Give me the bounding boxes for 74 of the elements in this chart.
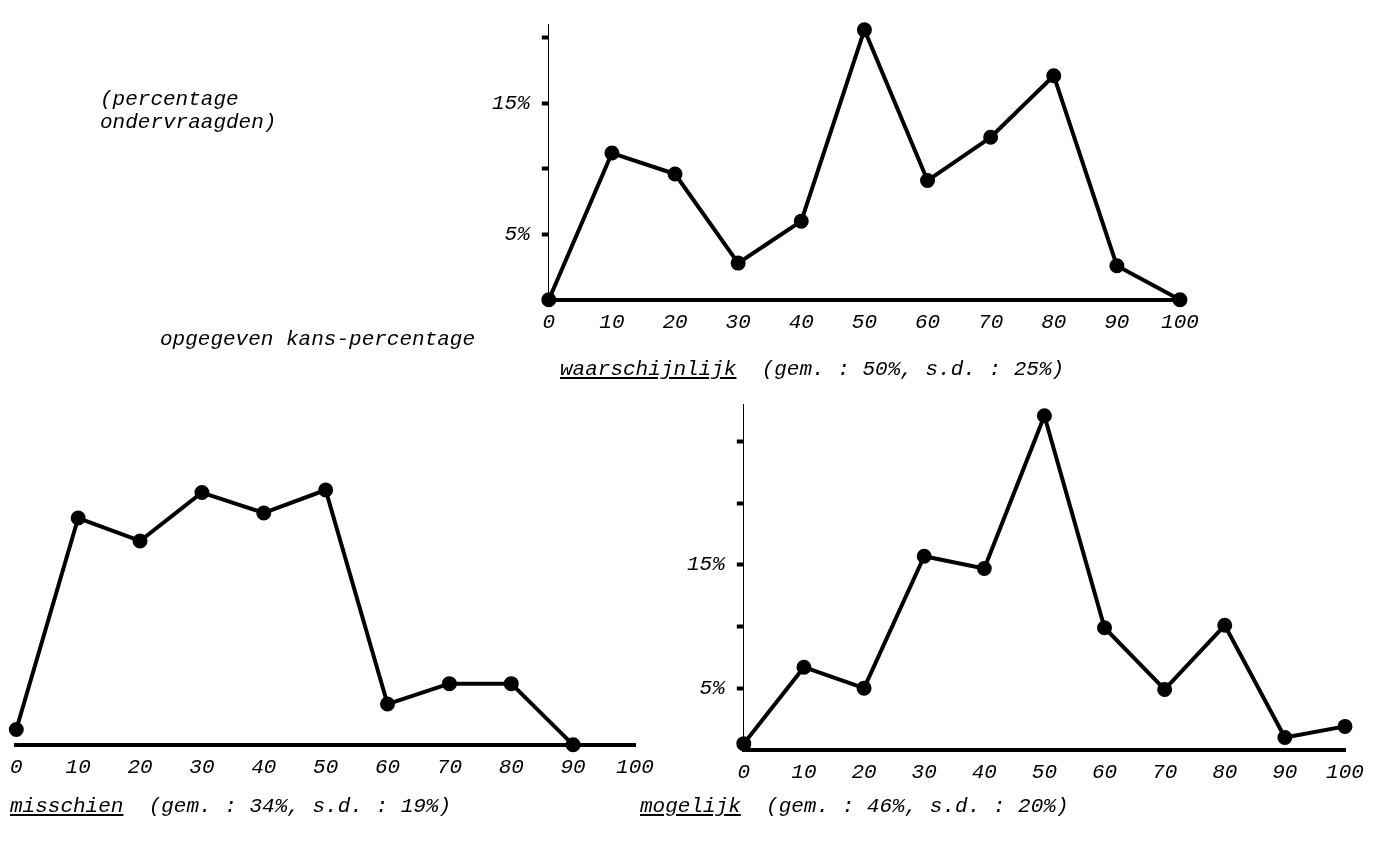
x-tick-label: 40 [251,755,277,779]
x-tick-label: 40 [788,310,814,334]
x-tick-label: 30 [189,755,215,779]
point [856,680,872,696]
point [1097,620,1113,636]
x-tick-label: 60 [914,310,941,334]
x-axis-title: opgegeven kans-percentage [160,328,476,351]
point [256,505,272,521]
x-tick-label: 30 [725,310,751,334]
x-tick-label: 100 [1161,310,1199,334]
point [1172,292,1188,308]
point [983,129,999,145]
point [318,482,334,498]
point [70,510,86,526]
point [856,22,872,38]
point [916,548,932,564]
x-tick-label: 100 [1326,760,1364,784]
x-tick-label: 100 [616,755,654,779]
x-tick-label: 80 [1212,760,1238,784]
point [667,166,683,182]
y-tick-label: 15% [686,553,727,577]
x-tick-label: 90 [560,755,586,779]
point [730,255,746,271]
point [8,722,24,738]
y-tick-label: 5% [699,676,727,700]
point [1277,729,1293,745]
point [441,676,457,692]
x-tick-label: 90 [1272,760,1298,784]
x-tick-label: 70 [436,755,462,779]
point [194,485,210,501]
x-tick-label: 70 [978,310,1004,334]
x-tick-label: 50 [1031,760,1058,784]
x-tick-label: 10 [791,760,817,784]
point [736,736,752,752]
x-tick-label: 10 [65,755,91,779]
chart-title: misschien (gem. : 34%, s.d. : 19%) [10,795,452,818]
x-tick-label: 60 [1091,760,1118,784]
point [503,676,519,692]
point [541,292,557,308]
point [565,737,581,753]
x-tick-label: 20 [127,755,153,779]
y-axis-title: (percentage ondervraagden) [100,88,278,134]
text: waarschijnlijk (gem. : 50%, s.d. : 25%) [560,358,1065,381]
point [793,213,809,229]
x-tick-label: 70 [1152,760,1178,784]
x-tick-label: 0 [542,310,556,334]
x-tick-label: 20 [662,310,688,334]
point [920,173,936,189]
y-tick-label: 15% [491,91,532,115]
x-tick-label: 0 [10,755,23,779]
x-tick-label: 0 [737,760,751,784]
point [1337,718,1353,734]
point [796,659,812,675]
x-tick-label: 50 [851,310,878,334]
point [380,696,396,712]
x-tick-label: 20 [851,760,877,784]
text: mogelijk (gem. : 46%, s.d. : 20%) [640,795,1069,818]
x-tick-label: 90 [1104,310,1130,334]
point [1157,681,1173,697]
x-tick-label: 10 [599,310,625,334]
x-tick-label: 80 [1041,310,1067,334]
x-tick-label: 50 [313,755,339,779]
y-tick-label: 5% [504,222,532,246]
point [1109,258,1125,274]
x-tick-label: 40 [971,760,997,784]
point [1046,68,1062,84]
point [132,533,148,549]
point [604,145,620,161]
point [1036,408,1052,424]
x-tick-label: 80 [498,755,524,779]
x-tick-label: 60 [374,755,401,779]
point [976,561,992,577]
point [1217,617,1233,633]
x-tick-label: 30 [911,760,937,784]
